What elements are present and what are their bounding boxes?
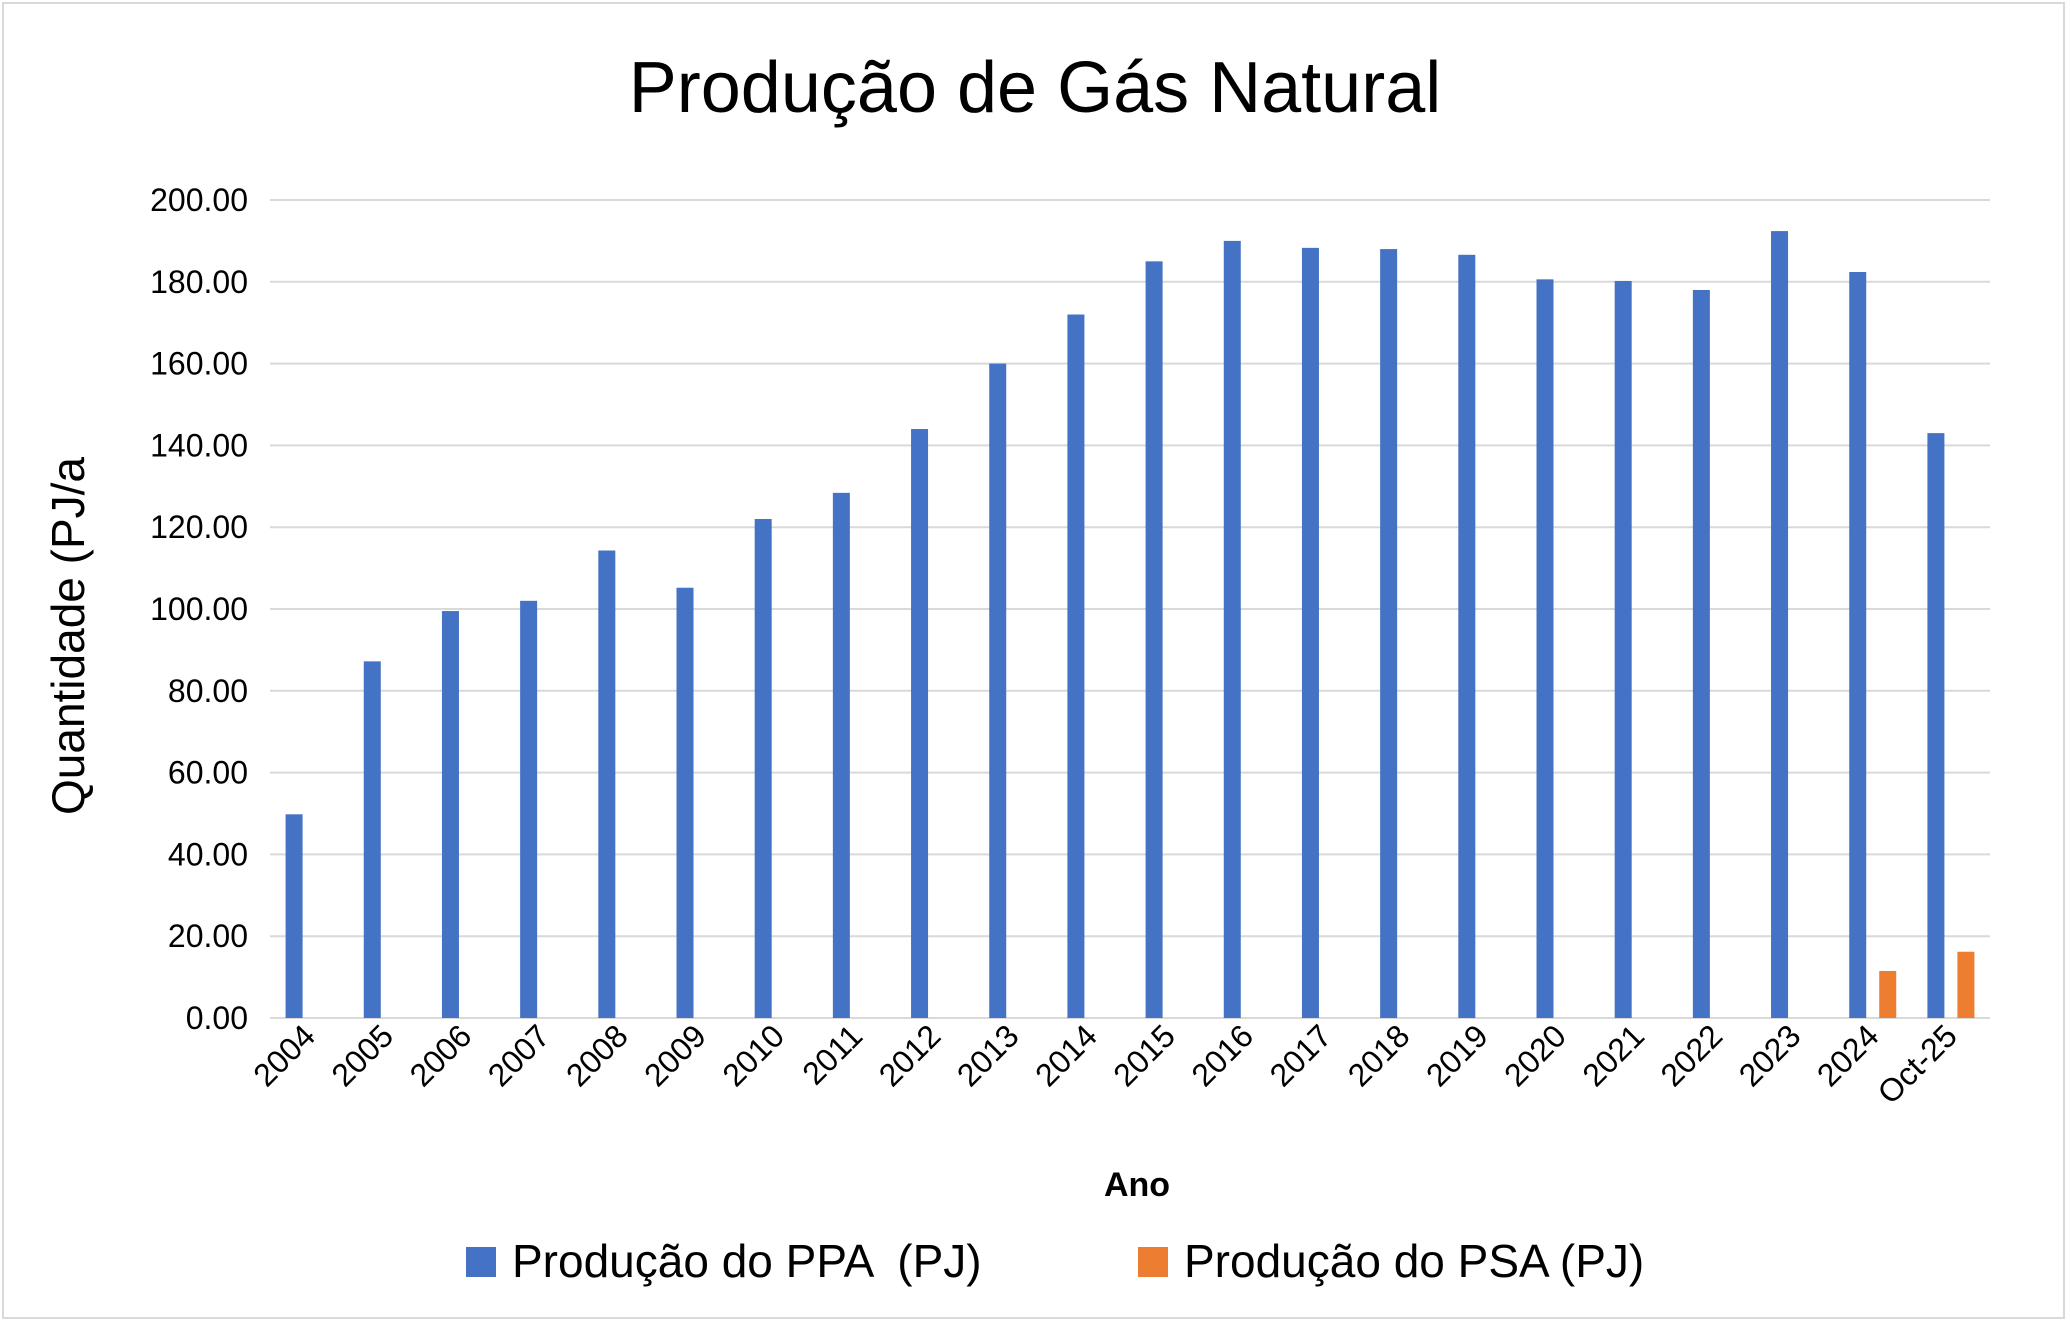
- x-tick-label: 2023: [1732, 1017, 1808, 1093]
- x-tick-label: 2022: [1654, 1017, 1730, 1093]
- bar-ppa: [989, 363, 1007, 1019]
- y-tick-label: 120.00: [150, 509, 248, 545]
- bars: [285, 231, 1975, 1019]
- x-tick-label: 2014: [1028, 1017, 1104, 1093]
- legend: Produção do PPA (PJ) Produção do PSA (PJ…: [466, 1235, 1644, 1287]
- y-tick-label: 100.00: [150, 591, 248, 627]
- x-tick-label: 2004: [246, 1017, 322, 1093]
- x-axis-title: Ano: [1104, 1166, 1170, 1204]
- y-axis-title: Quantidade (PJ/a: [42, 457, 94, 815]
- bar-ppa: [1301, 247, 1319, 1018]
- bar-ppa: [1849, 271, 1867, 1018]
- bar-ppa: [520, 600, 538, 1018]
- bar-ppa: [1145, 261, 1163, 1019]
- bar-psa: [1879, 970, 1897, 1018]
- x-tick-label: 2017: [1263, 1017, 1339, 1093]
- x-tick-label: 2018: [1341, 1017, 1417, 1093]
- bar-ppa: [832, 492, 850, 1018]
- legend-swatch-ppa: [466, 1247, 496, 1277]
- y-tick-label: 200.00: [150, 182, 248, 218]
- y-tick-label: 20.00: [168, 918, 248, 954]
- bar-ppa: [598, 550, 616, 1018]
- bar-ppa: [1771, 231, 1789, 1019]
- x-axis-ticks: 2004 2005 2006 2007 2008 2009 2010 2011 2012 2013…: [246, 1017, 1964, 1110]
- x-tick-label: 2007: [481, 1017, 557, 1093]
- x-tick-label: 2009: [637, 1017, 713, 1093]
- x-tick-label: 2019: [1419, 1017, 1495, 1093]
- bar-ppa: [1692, 289, 1710, 1019]
- y-tick-label: 180.00: [150, 264, 248, 300]
- bar-ppa: [1536, 279, 1554, 1018]
- legend-label-ppa: Produção do PPA (PJ): [512, 1235, 982, 1287]
- bar-ppa: [363, 661, 381, 1018]
- x-tick-label: 2015: [1106, 1017, 1182, 1093]
- y-axis-ticks: 0.00 20.00 40.00 60.00 80.00 100.00 120.00 140.…: [150, 182, 248, 1036]
- x-tick-label: 2008: [559, 1017, 635, 1093]
- legend-label-psa: Produção do PSA (PJ): [1184, 1235, 1644, 1287]
- x-tick-label: 2020: [1497, 1017, 1573, 1093]
- x-tick-label: Oct-25: [1870, 1017, 1963, 1110]
- bar-ppa: [1380, 249, 1398, 1018]
- bar-ppa: [441, 611, 459, 1018]
- bar-ppa: [1614, 280, 1632, 1018]
- y-tick-label: 80.00: [168, 673, 248, 709]
- y-tick-label: 40.00: [168, 836, 248, 872]
- legend-swatch-psa: [1138, 1247, 1168, 1277]
- y-tick-label: 60.00: [168, 755, 248, 791]
- chart-title: Produção de Gás Natural: [629, 48, 1441, 128]
- x-tick-label: 2010: [715, 1017, 791, 1093]
- bar-ppa: [911, 429, 929, 1018]
- bar-ppa: [1067, 314, 1085, 1018]
- y-tick-label: 140.00: [150, 427, 248, 463]
- x-tick-label: 2021: [1575, 1017, 1651, 1093]
- bar-ppa: [676, 587, 694, 1018]
- bar-ppa: [754, 519, 772, 1018]
- y-tick-label: 160.00: [150, 346, 248, 382]
- bar-psa: [1957, 951, 1975, 1018]
- x-tick-label: 2013: [950, 1017, 1026, 1093]
- bar-ppa: [1458, 254, 1476, 1018]
- x-tick-label: 2005: [324, 1017, 400, 1093]
- bar-ppa: [1927, 433, 1945, 1018]
- x-tick-label: 2011: [795, 1017, 869, 1091]
- y-tick-label: 0.00: [186, 1000, 248, 1036]
- x-tick-label: 2006: [403, 1017, 479, 1093]
- bar-ppa: [285, 814, 303, 1018]
- x-tick-label: 2012: [872, 1017, 948, 1093]
- x-tick-label: 2016: [1184, 1017, 1260, 1093]
- bar-ppa: [1223, 240, 1241, 1018]
